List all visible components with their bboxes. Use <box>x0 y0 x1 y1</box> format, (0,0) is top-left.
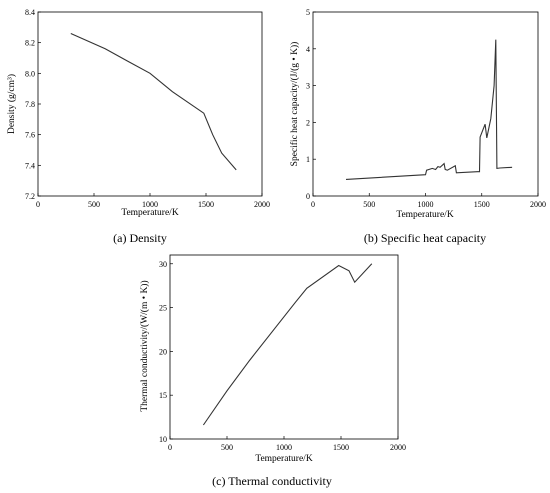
y-tick-label-density: 7.4 <box>25 161 35 170</box>
ticks-specific-heat: 0 500 1000 1500 2000 0 1 2 3 4 5 <box>306 8 546 209</box>
y-tick-label-thermal-conductivity: 20 <box>159 347 167 356</box>
chart-density: 0 500 1000 1500 2000 7.2 7.4 7.6 7.8 8.0 8.2 8.4 Te… <box>6 8 270 245</box>
x-tick-label-thermal-conductivity: 1000 <box>276 443 292 452</box>
x-tick-label-thermal-conductivity: 2000 <box>390 443 406 452</box>
y-tick-label-density: 8.0 <box>25 69 35 78</box>
y-tick-label-thermal-conductivity: 15 <box>159 391 167 400</box>
y-tick-label-density: 8.4 <box>25 8 35 17</box>
plot-frame-thermal-conductivity <box>169 254 399 440</box>
y-tick-label-specific-heat: 3 <box>306 82 310 91</box>
y-tick-label-thermal-conductivity: 30 <box>159 260 167 269</box>
x-tick-label-specific-heat: 1500 <box>474 200 490 209</box>
caption-specific-heat: (b) Specific heat capacity <box>364 231 486 245</box>
y-tick-label-density: 7.6 <box>25 131 35 140</box>
chart-thermal-conductivity: 0 500 1000 1500 2000 10 15 20 25 30 Temperature/K… <box>139 254 406 488</box>
series-line-thermal-conductivity <box>202 263 373 426</box>
caption-density: (a) Density <box>113 231 167 245</box>
x-axis-label-thermal-conductivity: Temperature/K <box>255 454 313 464</box>
series-line-density <box>70 32 237 171</box>
x-tick-label-density: 500 <box>88 200 100 209</box>
ticks-density: 0 500 1000 1500 2000 7.2 7.4 7.6 7.8 8.0 8.2 8.4 <box>25 8 270 209</box>
series-line-specific-heat <box>345 39 513 180</box>
y-axis-label-density: Density (g/cm³) <box>6 74 17 134</box>
x-tick-label-specific-heat: 500 <box>363 200 375 209</box>
y-tick-label-specific-heat: 0 <box>306 192 310 201</box>
y-axis-label-specific-heat: Specific heat capacity/(J/(g • K)) <box>289 42 300 167</box>
y-tick-label-density: 8.2 <box>25 39 35 48</box>
x-tick-label-thermal-conductivity: 0 <box>168 443 172 452</box>
y-tick-label-density: 7.2 <box>25 192 35 201</box>
y-tick-label-specific-heat: 1 <box>306 155 310 164</box>
x-tick-label-density: 0 <box>36 200 40 209</box>
x-tick-label-specific-heat: 1000 <box>418 200 434 209</box>
y-tick-label-density: 7.8 <box>25 100 35 109</box>
x-tick-label-specific-heat: 0 <box>311 200 315 209</box>
y-tick-label-thermal-conductivity: 25 <box>159 304 167 313</box>
x-tick-label-thermal-conductivity: 500 <box>221 443 233 452</box>
y-axis-label-thermal-conductivity: Thermal conductivity/(W/(m • K)) <box>139 280 150 411</box>
y-tick-label-specific-heat: 2 <box>306 118 310 127</box>
y-tick-label-thermal-conductivity: 10 <box>159 435 167 444</box>
plot-frame-specific-heat <box>312 11 539 197</box>
x-tick-label-density: 1000 <box>142 200 158 209</box>
x-tick-label-specific-heat: 2000 <box>530 200 546 209</box>
chart-specific-heat: 0 500 1000 1500 2000 0 1 2 3 4 5 Temperature/K Spe… <box>289 8 546 245</box>
plot-frame-density <box>37 11 263 197</box>
x-axis-label-density: Temperature/K <box>121 208 179 218</box>
caption-thermal-conductivity: (c) Thermal conductivity <box>212 474 332 488</box>
x-tick-label-thermal-conductivity: 1500 <box>333 443 349 452</box>
x-tick-label-density: 1500 <box>198 200 214 209</box>
y-tick-label-specific-heat: 4 <box>306 45 310 54</box>
y-tick-label-specific-heat: 5 <box>306 8 310 17</box>
x-tick-label-density: 2000 <box>254 200 270 209</box>
x-axis-label-specific-heat: Temperature/K <box>396 210 454 220</box>
ticks-thermal-conductivity: 0 500 1000 1500 2000 10 15 20 25 30 <box>159 260 406 452</box>
